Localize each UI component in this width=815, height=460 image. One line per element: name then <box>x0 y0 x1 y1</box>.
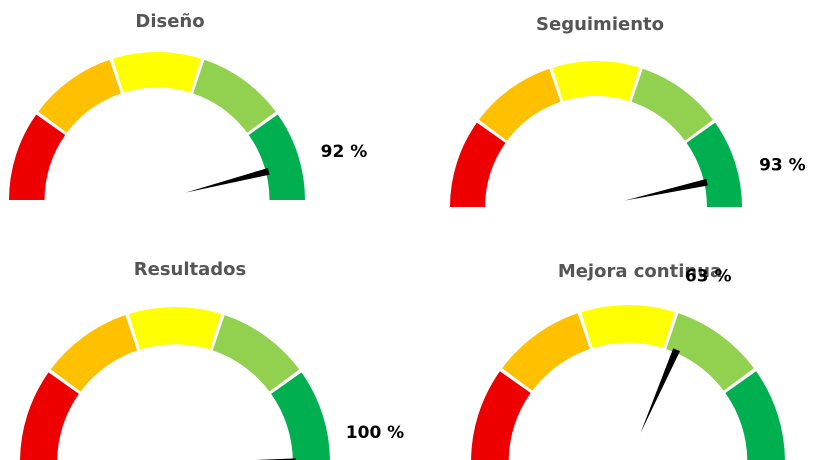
gauge-title: Resultados <box>134 259 246 280</box>
gauge-band <box>686 122 742 207</box>
gauge-band <box>193 59 276 133</box>
value-label: 92 % <box>321 142 368 162</box>
gauge-title: Mejora continua <box>558 261 722 282</box>
needle <box>624 178 708 201</box>
gauge-band <box>502 313 590 391</box>
needle <box>185 167 270 193</box>
needle <box>640 348 680 434</box>
gauge-band <box>725 371 785 460</box>
gauge-band <box>212 315 300 392</box>
gauge-band <box>471 371 531 460</box>
gauge-band <box>450 122 506 207</box>
gauge-band <box>20 372 79 460</box>
gauge-band <box>112 52 202 93</box>
gauge-band <box>248 114 305 200</box>
gauge-band <box>38 59 121 133</box>
gauge-band <box>581 305 675 349</box>
gauge-band <box>666 313 754 391</box>
gauge-title: Seguimiento <box>536 14 664 35</box>
value-label: 93 % <box>759 155 806 175</box>
gauge-band <box>552 60 640 102</box>
gauge-band <box>9 114 66 200</box>
value-label: 100 % <box>346 423 404 443</box>
gauge-band <box>478 68 561 141</box>
gauge-band <box>631 68 714 141</box>
gauge-band <box>50 315 138 392</box>
gauge-band <box>128 307 222 350</box>
gauge-band <box>271 372 330 460</box>
value-label: 63 % <box>685 267 732 287</box>
gauge-title: Diseño <box>135 11 204 32</box>
